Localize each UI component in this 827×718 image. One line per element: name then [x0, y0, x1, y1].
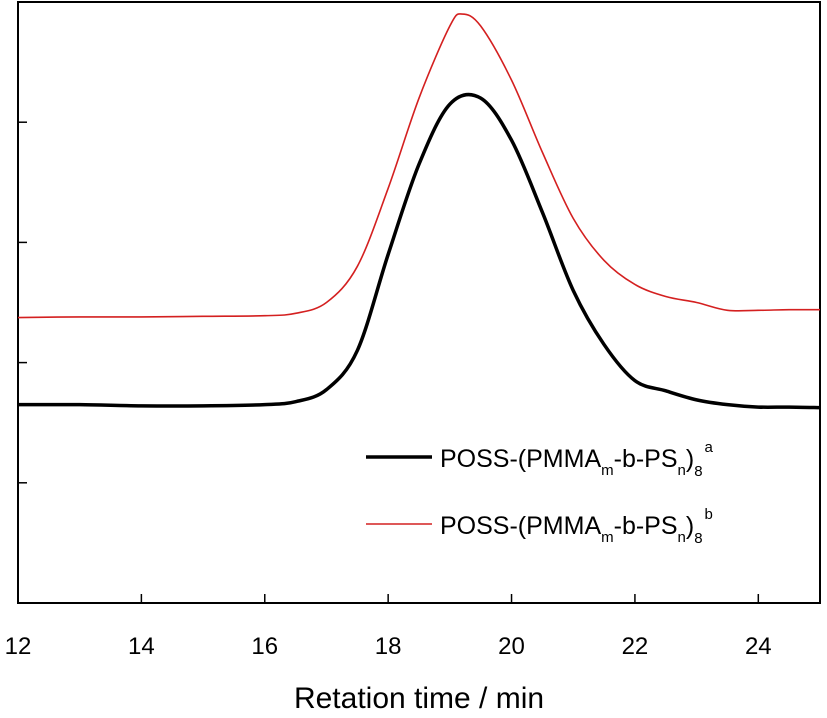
x-axis-ticks: 12 14 16 18 20 22 24: [5, 594, 772, 660]
plot-frame: [17, 1, 821, 604]
legend-label-a: POSS-(PMMAm-b-PSn)8a: [440, 439, 714, 480]
series-line-a: [17, 92, 821, 410]
x-tick-label: 16: [251, 633, 278, 660]
series-line-b: [17, 13, 821, 319]
y-axis-ticks: [18, 121, 27, 484]
series-layer: [17, 13, 821, 410]
x-tick-label: 14: [128, 633, 155, 660]
x-axis-title: Retation time / min: [294, 682, 544, 715]
x-tick-label: 22: [622, 633, 649, 660]
x-tick-label: 20: [498, 633, 525, 660]
legend: POSS-(PMMAm-b-PSn)8a POSS-(PMMAm-b-PSn)8…: [366, 439, 714, 547]
x-tick-label: 12: [5, 633, 32, 660]
legend-label-b: POSS-(PMMAm-b-PSn)8b: [440, 506, 713, 547]
x-tick-label: 24: [745, 633, 772, 660]
x-tick-label: 18: [375, 633, 402, 660]
